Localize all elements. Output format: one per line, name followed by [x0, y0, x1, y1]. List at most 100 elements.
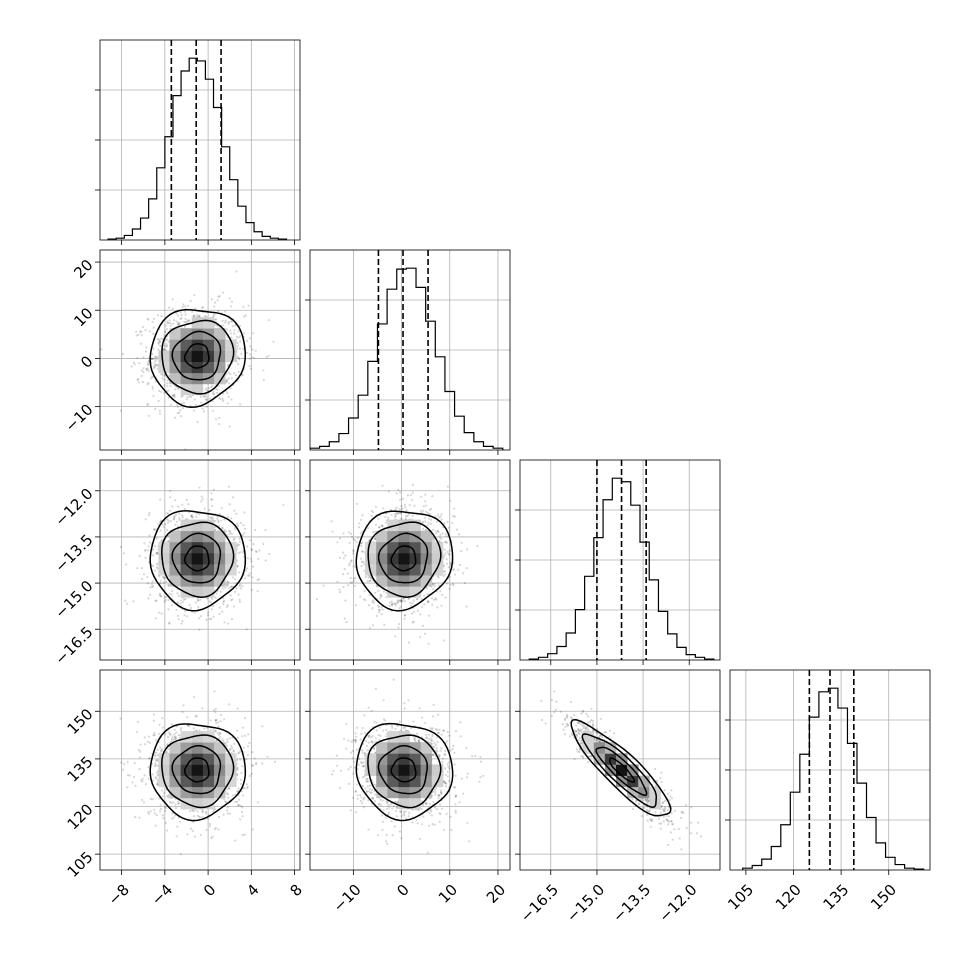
scatter-point [253, 757, 256, 760]
scatter-point [345, 723, 348, 726]
scatter-point [206, 817, 209, 820]
scatter-point [411, 498, 414, 501]
density-cell [169, 564, 181, 576]
scatter-point [184, 609, 187, 613]
scatter-point [384, 719, 387, 722]
scatter-point [239, 778, 242, 781]
scatter-point [212, 314, 215, 318]
scatter-point [152, 734, 155, 737]
scatter-point [224, 800, 227, 803]
scatter-point [214, 730, 217, 733]
scatter-point [206, 399, 209, 402]
scatter-point [258, 578, 261, 581]
scatter-point [407, 597, 410, 600]
scatter-point [157, 342, 160, 345]
scatter-point [331, 530, 334, 533]
scatter-point [155, 358, 158, 361]
scatter-point [165, 751, 168, 754]
density-cell [431, 541, 444, 554]
scatter-point [184, 317, 187, 320]
scatter-point [439, 803, 442, 806]
scatter-point [241, 585, 244, 588]
density-cell [202, 564, 215, 576]
scatter-point [654, 785, 657, 788]
scatter-point [386, 842, 389, 845]
scatter-point [141, 380, 145, 384]
scatter-point [446, 770, 449, 774]
scatter-point [399, 605, 402, 608]
scatter-point [438, 794, 441, 797]
scatter-point [122, 552, 125, 555]
scatter-point [174, 499, 177, 502]
scatter-point [239, 587, 242, 590]
scatter-point [666, 808, 669, 811]
scatter-point [361, 530, 364, 533]
scatter-point [349, 765, 352, 769]
scatter-point [410, 727, 413, 730]
density-cell [604, 742, 617, 754]
scatter-point [444, 573, 447, 576]
scatter-point [151, 332, 154, 335]
scatter-point [141, 325, 144, 329]
density-cell [180, 764, 193, 776]
density-cell [627, 786, 639, 799]
scatter-point [144, 328, 147, 332]
scatter-point [193, 314, 196, 317]
scatter-point [241, 833, 244, 837]
density-cell [225, 552, 237, 565]
scatter-point [249, 353, 252, 356]
scatter-point [228, 382, 231, 385]
scatter-point [205, 398, 208, 401]
scatter-point [242, 348, 245, 351]
scatter-point [213, 690, 216, 693]
scatter-point [573, 713, 576, 717]
density-cell [169, 552, 181, 565]
scatter-point [157, 523, 160, 526]
scatter-point [273, 760, 277, 763]
scatter-point [146, 582, 149, 585]
density-cell [409, 797, 421, 810]
scatter-point [438, 728, 441, 731]
scatter-point [468, 840, 471, 843]
density-cell [214, 564, 226, 576]
scatter-point [412, 720, 415, 723]
scatter-point [395, 506, 398, 509]
scatter-point [158, 797, 161, 800]
density-cell [649, 797, 661, 810]
scatter-point [370, 796, 373, 800]
scatter-point [381, 484, 384, 487]
scatter-point [179, 317, 182, 321]
scatter-point [169, 520, 172, 523]
scatter-point [439, 515, 442, 518]
scatter-point [248, 774, 251, 778]
scatter-point [411, 621, 414, 624]
scatter-point [577, 739, 581, 742]
scatter-point [405, 817, 408, 820]
scatter-point [159, 529, 162, 532]
scatter-point [570, 717, 573, 720]
scatter-point [174, 738, 177, 741]
scatter-point [407, 597, 410, 600]
scatter-point [388, 604, 391, 607]
scatter-point [160, 789, 164, 792]
scatter-point [393, 602, 396, 605]
scatter-point [436, 575, 439, 578]
density-cell [409, 519, 421, 532]
scatter-point [399, 599, 403, 602]
scatter-point [121, 768, 125, 771]
scatter-point [174, 523, 177, 526]
scatter-point [381, 828, 384, 832]
x-tick-label: 8 [286, 881, 305, 900]
scatter-point [174, 388, 177, 391]
scatter-point [218, 606, 221, 609]
scatter-point [351, 749, 354, 753]
scatter-point [437, 731, 440, 735]
density-cell [191, 372, 204, 385]
scatter-point [173, 728, 176, 731]
scatter-point [175, 731, 178, 734]
scatter-point [166, 518, 169, 521]
scatter-point [227, 363, 230, 366]
scatter-point [251, 764, 254, 767]
scatter-point [452, 514, 455, 518]
scatter-point [173, 733, 176, 736]
